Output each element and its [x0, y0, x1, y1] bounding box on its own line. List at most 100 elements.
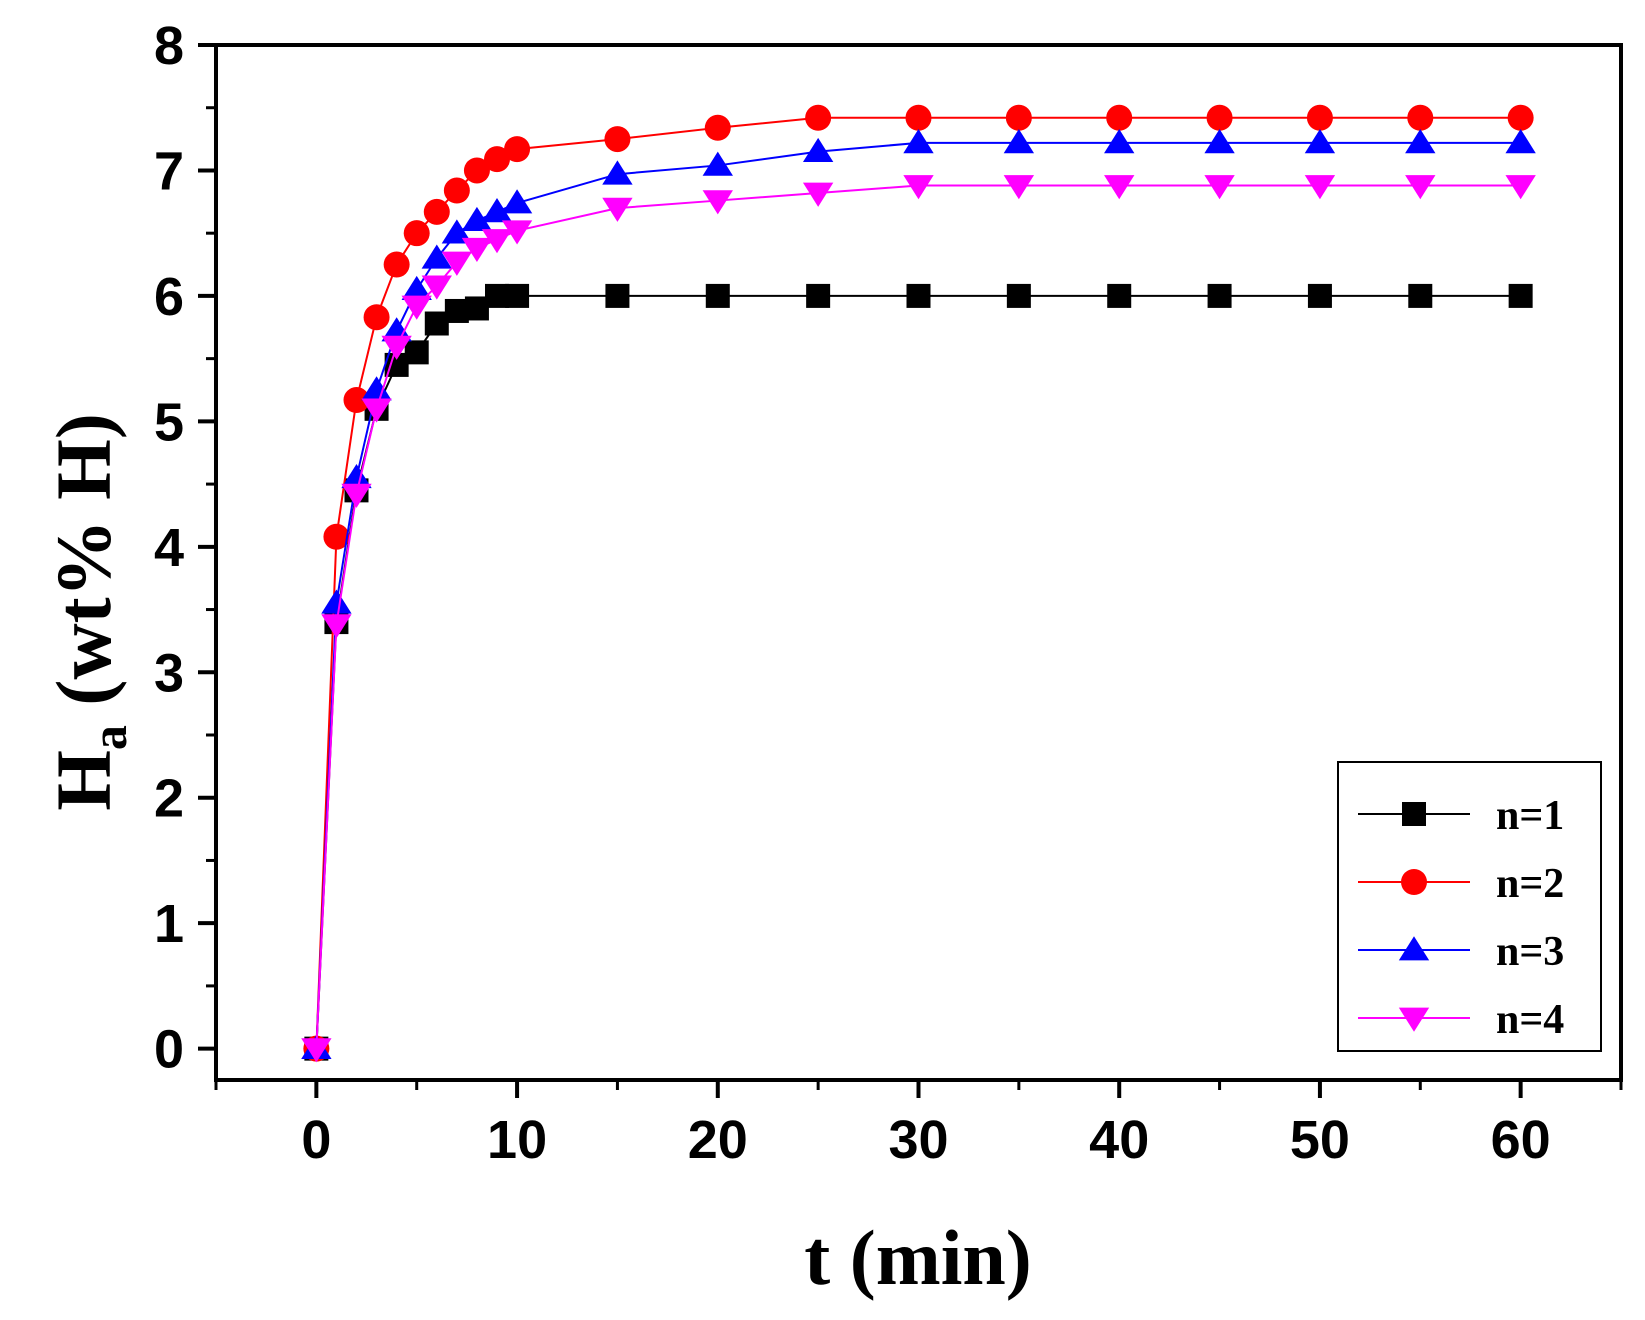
data-point [903, 129, 934, 154]
data-point [403, 220, 430, 247]
x-axis-ticks: 0 10 20 30 40 50 60 [214, 1080, 1623, 1170]
data-point [423, 198, 450, 225]
data-point [361, 398, 392, 423]
data-point [1306, 104, 1333, 131]
y-axis-ticks: 0 1 2 3 4 5 6 7 8 [154, 16, 216, 1080]
data-point [501, 220, 533, 245]
legend-label: n=1 [1496, 793, 1564, 839]
data-point [1307, 283, 1332, 308]
data-point [323, 523, 350, 550]
series-n=2 [303, 104, 1534, 1062]
data-point [401, 275, 432, 300]
x-tick-label: 10 [487, 1110, 547, 1170]
x-tick-label: 20 [688, 1110, 748, 1170]
data-point [1003, 129, 1035, 154]
data-point [361, 376, 392, 401]
legend-marker [1402, 802, 1426, 826]
data-point [424, 311, 449, 336]
data-point [1107, 283, 1132, 308]
data-point [1505, 175, 1536, 200]
x-tick-label: 50 [1290, 1110, 1350, 1170]
data-point [1204, 175, 1235, 200]
x-tick-label: 0 [301, 1110, 331, 1170]
data-point [464, 296, 489, 321]
x-tick-label: 60 [1491, 1110, 1551, 1170]
data-point [1003, 175, 1035, 200]
data-point [505, 283, 530, 308]
data-point [461, 237, 493, 263]
data-point [1206, 104, 1233, 131]
data-point [702, 151, 733, 176]
data-point [1106, 104, 1133, 131]
data-point [1508, 283, 1533, 308]
data-point [704, 114, 731, 141]
series-n=4 [301, 175, 1536, 1063]
data-point [1304, 129, 1336, 154]
series-layer [301, 104, 1536, 1063]
legend-label: n=3 [1496, 929, 1564, 975]
data-point [485, 283, 509, 308]
legend-label: n=4 [1496, 997, 1564, 1043]
y-axis-title-subscript: a [81, 725, 137, 750]
data-point [421, 275, 452, 300]
data-point [602, 197, 633, 222]
legend-marker [1398, 1007, 1430, 1032]
data-point [1006, 283, 1031, 308]
data-point [401, 295, 432, 320]
data-point [705, 283, 730, 308]
data-point [321, 614, 352, 639]
y-axis-title: Ha (wt% H) [40, 413, 137, 811]
data-point [383, 251, 410, 278]
data-point [1104, 129, 1135, 154]
data-point [1204, 129, 1235, 154]
data-point [421, 244, 452, 269]
data-point [1304, 175, 1336, 200]
data-point [481, 229, 513, 254]
data-point [484, 146, 510, 173]
x-tick-label: 30 [888, 1110, 948, 1170]
data-point [504, 136, 531, 163]
data-point [906, 283, 931, 308]
data-point [1405, 175, 1436, 200]
data-point [1507, 104, 1534, 131]
y-axis-title-rest: (wt% H) [40, 413, 127, 725]
legend-box [1337, 761, 1602, 1052]
data-point [341, 464, 372, 489]
data-point [802, 137, 834, 162]
data-point [802, 182, 834, 207]
y-tick-label: 3 [154, 643, 184, 703]
legend-marker [1401, 869, 1427, 895]
data-point [702, 190, 733, 215]
data-point [501, 189, 533, 214]
data-point [1207, 283, 1232, 308]
x-tick-label: 40 [1089, 1110, 1149, 1170]
data-point [363, 304, 390, 331]
data-point [605, 283, 630, 308]
legend-item-n=2: n=2 [1358, 861, 1564, 907]
data-point [381, 317, 412, 342]
legend-item-n=1: n=1 [1358, 793, 1564, 839]
data-point [806, 283, 831, 308]
data-point [441, 251, 473, 276]
series-n=3 [301, 129, 1536, 1059]
legend-label: n=2 [1496, 861, 1564, 907]
legend-item-n=3: n=3 [1358, 929, 1564, 975]
y-tick-label: 7 [154, 141, 184, 201]
data-point [321, 589, 352, 614]
svg-text:Ha (wt% H): Ha (wt% H) [40, 413, 137, 811]
data-point [602, 160, 633, 185]
data-point [1407, 104, 1434, 131]
data-point [301, 1038, 332, 1063]
data-point [381, 335, 412, 360]
data-point [1408, 283, 1433, 308]
data-point [604, 126, 631, 153]
data-point [441, 219, 473, 244]
data-point [463, 157, 490, 184]
legend-marker [1398, 936, 1430, 961]
data-point [444, 298, 469, 323]
y-tick-label: 8 [154, 16, 184, 76]
data-point [905, 104, 932, 131]
y-tick-label: 0 [154, 1020, 184, 1080]
